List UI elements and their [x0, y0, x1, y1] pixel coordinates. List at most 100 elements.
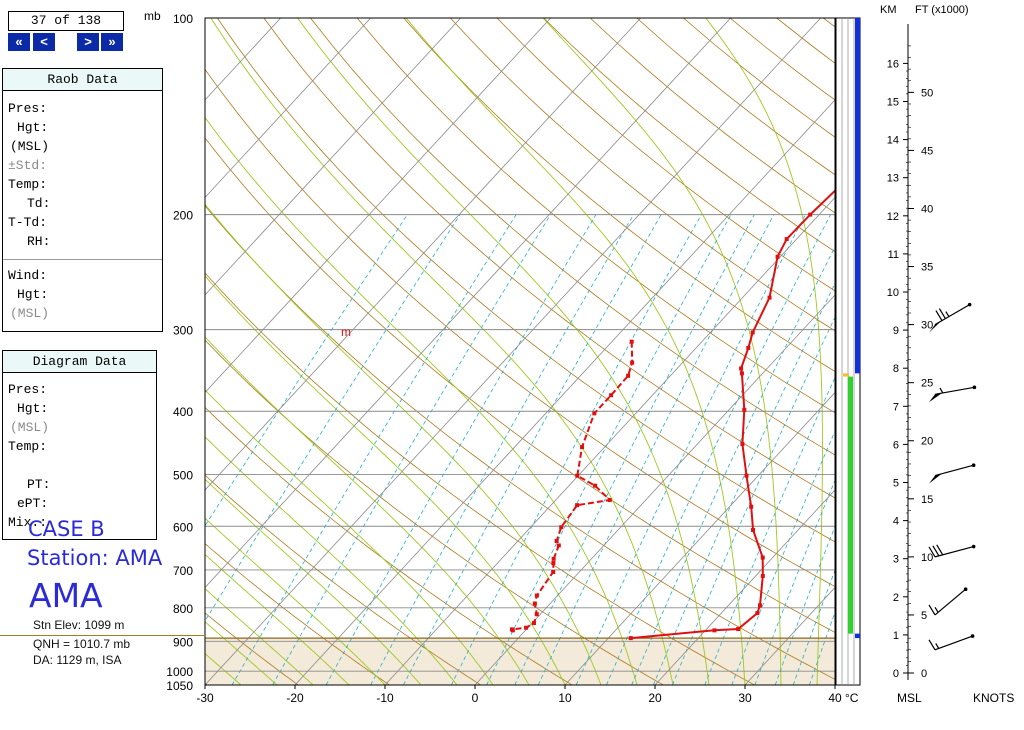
pressure-tick-label: 200 [173, 209, 193, 223]
first-sounding-button[interactable]: « [8, 33, 30, 51]
diagram-hgt-label: Hgt: [17, 401, 49, 416]
annotation-m: m [341, 325, 351, 339]
dry-adiabat [589, 18, 835, 214]
km-tick-label: 14 [887, 135, 899, 147]
knots-label: KNOTS [973, 691, 1014, 705]
pressure-tick-label: 700 [173, 564, 193, 578]
diagram-data-title: Diagram Data [3, 351, 156, 373]
isotherm [205, 18, 821, 685]
wind-barb-shaft [934, 545, 974, 558]
wind-barb-feather [936, 544, 944, 556]
ft-tick-label: 30 [921, 320, 933, 332]
raob-hgt-label: Hgt: [17, 120, 49, 135]
case-title: CASE B [28, 517, 105, 541]
dry-adiabat [917, 18, 1024, 685]
diagram-ept-label: ePT: [17, 496, 49, 511]
mixing-ratio-line [272, 214, 551, 685]
ft-tick-label: 10 [921, 552, 933, 564]
raob-t-td-label: T-Td: [8, 215, 48, 230]
temperature-tick-label: 30 [738, 691, 752, 705]
mixing-ratio-line [537, 214, 775, 685]
raob-wind-msl-label: (MSL) [10, 306, 50, 321]
previous-sounding-button[interactable]: < [33, 33, 55, 51]
moist-adiabat [205, 389, 494, 685]
dewpoint-point [534, 593, 539, 598]
temperature-point [739, 366, 744, 371]
temperature-point [982, 113, 986, 117]
wind-barb-station [972, 385, 977, 390]
dry-adiabat [205, 137, 835, 633]
plot-frame [204, 17, 836, 686]
isotherm [205, 18, 461, 296]
raob-divider [3, 259, 162, 260]
km-tick-label: 5 [893, 478, 899, 490]
pressure-tick-label: 600 [173, 520, 193, 534]
station-elevation: Stn Elev: 1099 m [33, 618, 125, 632]
km-tick-label: 9 [893, 325, 899, 337]
isotherm [834, 684, 835, 685]
temperature-point [739, 371, 744, 376]
wind-barb-station [971, 544, 976, 549]
wind-barb [929, 385, 977, 403]
mixing-ratio-line [486, 214, 732, 685]
temperature-point [757, 603, 762, 608]
wind-barb-feather [928, 546, 936, 558]
wind-barb [929, 302, 972, 333]
station-qnh: QNH = 1010.7 mb [33, 637, 131, 651]
side-bar-segment [855, 18, 860, 374]
temperature-point [808, 212, 813, 217]
dry-adiabat [729, 18, 835, 101]
dewpoint-point [534, 612, 539, 617]
mixing-ratio-line [774, 525, 835, 685]
mixing-ratio-line [704, 376, 835, 685]
pressure-tick-label: 1050 [166, 679, 193, 693]
next-sounding-button[interactable]: > [77, 33, 99, 51]
temperature-point [751, 528, 756, 533]
temperature-tick-label: -10 [376, 691, 394, 705]
wind-barb-pennant [929, 473, 942, 484]
dry-adiabat [263, 18, 835, 499]
mixing-ratio-line [631, 246, 835, 685]
temperature-point [746, 345, 751, 350]
temperature-tick-label: -30 [196, 691, 214, 705]
moist-adiabat [205, 478, 422, 685]
dry-adiabat [205, 68, 835, 588]
raob-msl-label: (MSL) [10, 139, 50, 154]
dewpoint-point [554, 538, 559, 543]
km-axis-label: KM [880, 4, 897, 16]
isotherm [564, 391, 835, 685]
temperature-point [767, 295, 772, 300]
dewpoint-point [575, 503, 580, 508]
dewpoint-point [510, 628, 515, 633]
station-density-altitude: DA: 1129 m, ISA [33, 653, 122, 667]
mixing-ratio-line [403, 214, 662, 685]
km-tick-label: 4 [893, 516, 899, 528]
temperature-tick-label: 40 [828, 691, 842, 705]
dry-adiabat [636, 18, 835, 176]
isotherm [205, 18, 641, 491]
pressure-tick-label: 800 [173, 602, 193, 616]
wind-barb-pennant [929, 321, 942, 333]
dewpoint-point [629, 339, 634, 344]
temperature-point [915, 131, 919, 135]
wind-barb-half-feather [934, 607, 939, 613]
isotherm [744, 586, 835, 685]
temperature-point [740, 442, 745, 447]
km-tick-label: 8 [893, 363, 899, 375]
mixing-ratio-line [370, 214, 634, 685]
side-bar-segment [855, 633, 860, 639]
dry-adiabat [963, 18, 1024, 685]
moist-adiabat [205, 116, 638, 685]
km-tick-label: 10 [887, 287, 899, 299]
dewpoint-point [575, 473, 580, 478]
dewpoint-point [551, 556, 556, 561]
ft-tick-label: 45 [921, 145, 933, 157]
wind-barb-feather [938, 308, 946, 319]
km-tick-label: 12 [887, 211, 899, 223]
moist-adiabat [205, 436, 458, 685]
diagram-temp-label: Temp: [8, 439, 48, 454]
station-label: Station: AMA [27, 546, 163, 570]
diagram-msl-label: (MSL) [10, 420, 50, 435]
last-sounding-button[interactable]: » [101, 33, 123, 51]
